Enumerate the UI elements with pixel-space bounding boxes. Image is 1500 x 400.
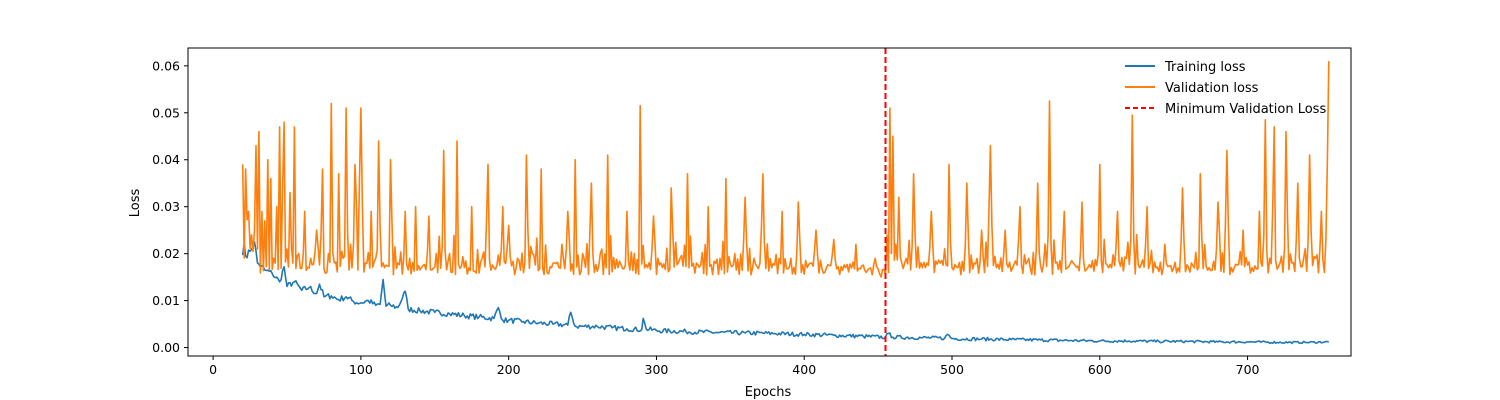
x-axis-ticks: 0 100 200 300 400 500 600 700 [209,356,1260,377]
x-tick-label: 500 [940,362,964,377]
y-tick-label: 0.05 [152,105,180,120]
plot-area [241,48,1330,356]
x-tick-label: 600 [1088,362,1112,377]
y-axis-ticks: 0.00 0.01 0.02 0.03 0.04 0.05 0.06 [152,58,188,355]
y-tick-label: 0.00 [152,340,180,355]
training-loss-line [241,241,1329,345]
legend-label-training-loss: Training loss [1164,60,1246,75]
x-tick-label: 100 [349,362,373,377]
y-tick-label: 0.04 [152,152,180,167]
plot-frame [187,47,1352,357]
x-axis-label: Epochs [745,385,792,400]
x-tick-label: 0 [209,362,217,377]
x-tick-label: 300 [645,362,669,377]
y-axis-label: Loss [128,189,143,218]
y-tick-label: 0.01 [152,293,180,308]
legend: Training loss Validation loss Minimum Va… [1125,60,1326,117]
x-tick-label: 400 [792,362,816,377]
x-tick-label: 200 [497,362,521,377]
y-tick-label: 0.03 [152,199,180,214]
legend-label-minimum-validation-loss: Minimum Validation Loss [1165,102,1326,117]
y-tick-label: 0.06 [152,58,180,73]
validation-loss-line [241,61,1330,278]
legend-label-validation-loss: Validation loss [1165,81,1259,96]
y-tick-label: 0.02 [152,246,180,261]
x-tick-label: 700 [1236,362,1260,377]
